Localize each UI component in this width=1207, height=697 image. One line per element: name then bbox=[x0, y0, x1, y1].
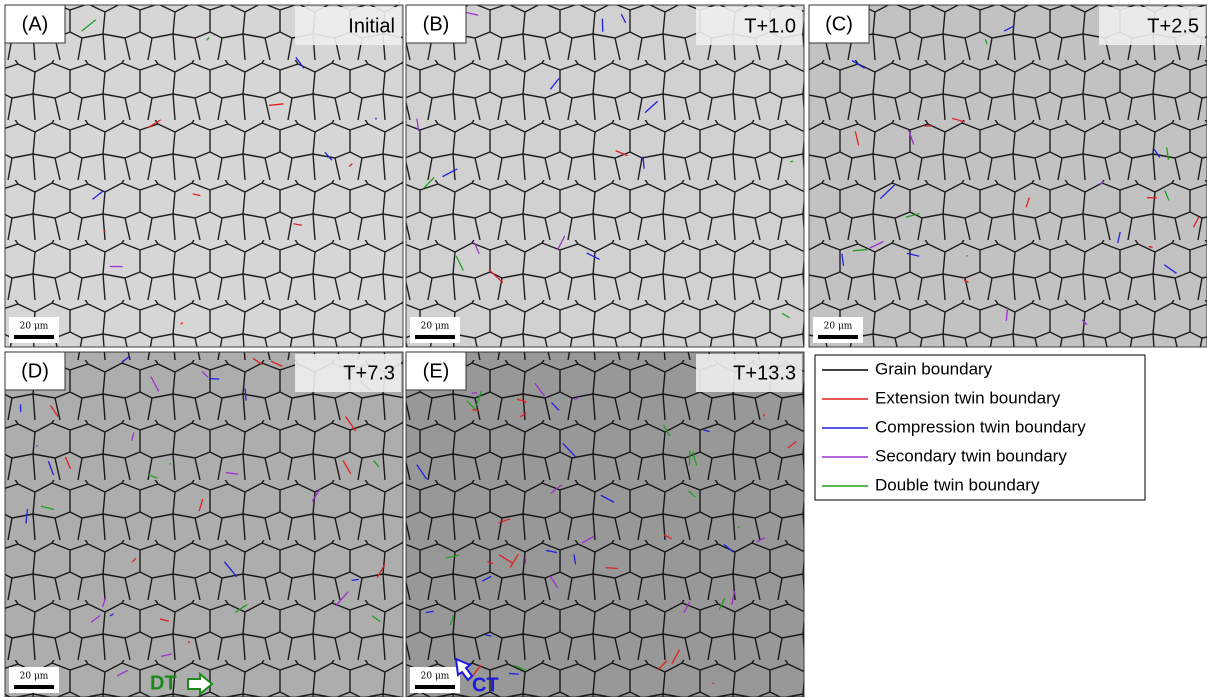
panel: (D) T+7.3 20 μm bbox=[5, 352, 403, 697]
scale-bar-label: 20 μm bbox=[20, 322, 49, 332]
panel-label: (A) bbox=[22, 13, 49, 35]
twin-boundary bbox=[245, 388, 246, 400]
scale-bar-label: 20 μm bbox=[421, 322, 450, 332]
deformation-shade bbox=[406, 352, 804, 697]
scale-bar bbox=[415, 335, 455, 339]
panel: (C) T+2.5 20 μm bbox=[809, 5, 1207, 347]
twin-boundary bbox=[790, 161, 793, 162]
scale-bar bbox=[415, 685, 455, 689]
twin-boundary bbox=[713, 682, 714, 684]
annotation: CT bbox=[472, 674, 499, 696]
scale-bar-label: 20 μm bbox=[421, 672, 450, 682]
legend-label: Secondary twin boundary bbox=[875, 446, 1067, 465]
panel: (B) T+1.0 20 μm bbox=[406, 5, 804, 347]
annotation: DT bbox=[150, 672, 177, 694]
scale-bar bbox=[14, 335, 54, 339]
scale-bar bbox=[818, 335, 858, 339]
time-label: T+7.3 bbox=[343, 362, 395, 384]
panel: (E) T+13.3 20 μm bbox=[406, 352, 804, 697]
twin-boundary bbox=[689, 451, 690, 465]
deformation-shade bbox=[406, 5, 804, 347]
twin-boundary bbox=[509, 673, 519, 674]
scale-bar-label: 20 μm bbox=[824, 322, 853, 332]
panel-label: (D) bbox=[21, 360, 49, 382]
figure: (A) Initial 20 μm (B) T+1.0 20 μm (C) T+2.5 20 μ… bbox=[0, 0, 1207, 697]
deformation-shade bbox=[809, 5, 1207, 347]
time-label: T+1.0 bbox=[744, 15, 796, 37]
legend-label: Double twin boundary bbox=[875, 475, 1040, 494]
scale-bar bbox=[14, 685, 54, 689]
legend-label: Compression twin boundary bbox=[875, 417, 1086, 436]
panel-label: (B) bbox=[423, 13, 450, 35]
twin-boundary bbox=[209, 379, 219, 380]
legend-label: Grain boundary bbox=[875, 359, 993, 378]
panel-label: (C) bbox=[825, 13, 853, 35]
time-label: Initial bbox=[348, 15, 395, 37]
panel-label: (E) bbox=[423, 360, 450, 382]
panel: (A) Initial 20 μm bbox=[5, 5, 403, 347]
time-label: T+13.3 bbox=[733, 362, 796, 384]
twin-boundary bbox=[36, 445, 37, 446]
scale-bar-label: 20 μm bbox=[20, 672, 49, 682]
legend-label: Extension twin boundary bbox=[875, 388, 1061, 407]
time-label: T+2.5 bbox=[1147, 15, 1199, 37]
deformation-shade bbox=[5, 5, 403, 347]
deformation-shade bbox=[5, 352, 403, 697]
